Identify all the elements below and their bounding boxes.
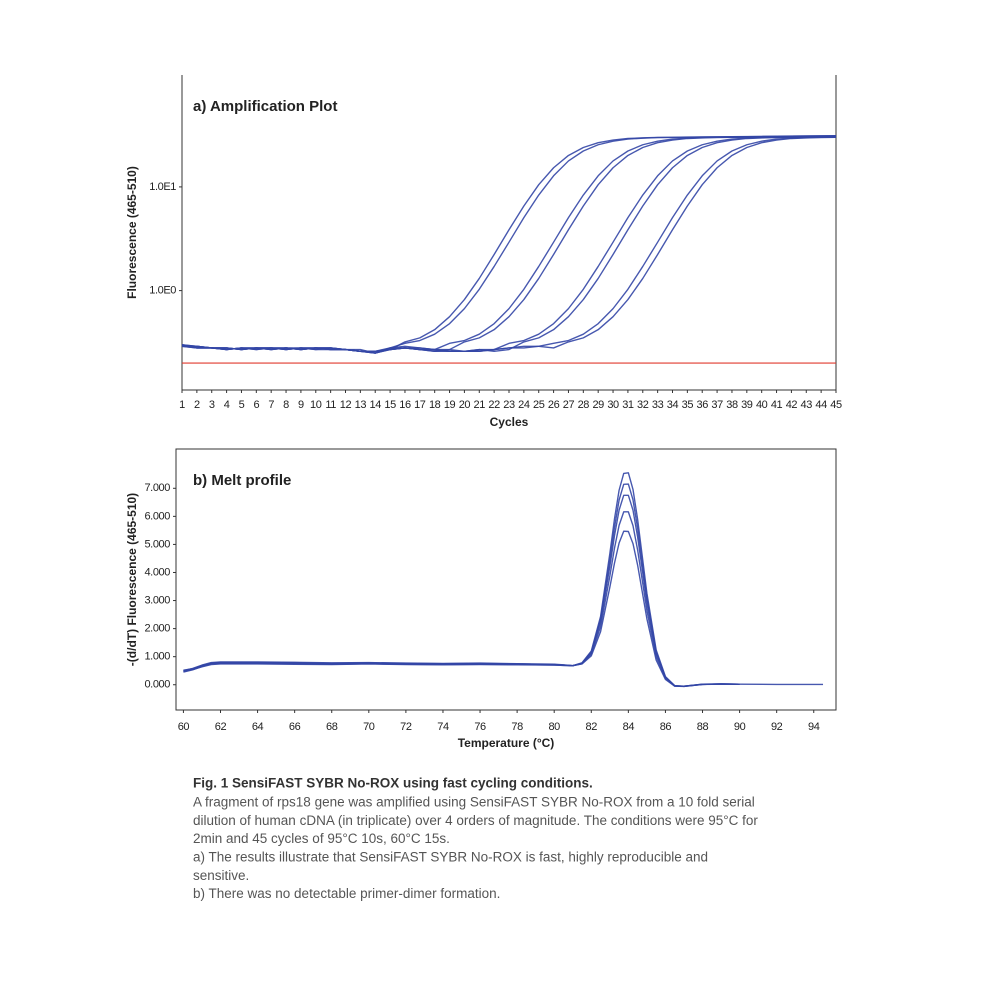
x-tick-label: 25 — [533, 399, 545, 411]
x-tick-label: 68 — [326, 721, 338, 733]
x-tick-label: 35 — [682, 399, 694, 411]
x-tick-label: 16 — [399, 399, 411, 411]
curve — [181, 135, 837, 354]
x-tick-label: 90 — [734, 721, 746, 733]
x-tick-label: 60 — [178, 721, 190, 733]
curve — [181, 134, 837, 354]
x-tick-label: 80 — [548, 721, 560, 733]
x-tick-label: 5 — [239, 399, 245, 411]
x-tick-label: 20 — [459, 399, 471, 411]
caption-line: a) The results illustrate that SensiFAST… — [193, 849, 708, 864]
x-tick-label: 78 — [511, 721, 523, 733]
x-tick-label: 86 — [660, 721, 672, 733]
x-tick-label: 32 — [637, 399, 649, 411]
x-tick-label: 3 — [209, 399, 215, 411]
x-tick-label: 82 — [586, 721, 598, 733]
x-tick-label: 84 — [623, 721, 635, 733]
curve — [181, 135, 837, 352]
x-tick-label: 94 — [808, 721, 820, 733]
curve — [183, 494, 824, 687]
y-tick-label: 1.0E1 — [149, 181, 176, 193]
y-axis-title: Fluorescence (465-510) — [125, 166, 139, 299]
x-tick-label: 22 — [488, 399, 500, 411]
x-tick-label: 39 — [741, 399, 753, 411]
x-axis-title: Cycles — [490, 415, 529, 429]
x-tick-label: 88 — [697, 721, 709, 733]
curve — [182, 135, 837, 352]
x-tick-label: 17 — [414, 399, 426, 411]
x-tick-label: 43 — [801, 399, 813, 411]
x-tick-label: 12 — [340, 399, 352, 411]
y-tick-label: 4.000 — [144, 566, 170, 578]
x-tick-label: 18 — [429, 399, 441, 411]
x-tick-label: 40 — [756, 399, 768, 411]
x-tick-label: 66 — [289, 721, 301, 733]
x-tick-label: 15 — [384, 399, 396, 411]
x-tick-label: 24 — [518, 399, 530, 411]
curve — [182, 136, 837, 352]
x-tick-label: 74 — [437, 721, 449, 733]
y-tick-label: 1.000 — [144, 651, 170, 663]
x-tick-label: 19 — [444, 399, 456, 411]
x-tick-label: 70 — [363, 721, 375, 733]
caption-line: A fragment of rps18 gene was amplified u… — [193, 795, 755, 810]
x-tick-label: 11 — [325, 399, 336, 411]
x-tick-label: 72 — [400, 721, 412, 733]
x-tick-label: 34 — [667, 399, 679, 411]
x-tick-label: 92 — [771, 721, 783, 733]
x-tick-label: 4 — [224, 399, 230, 411]
curve — [181, 136, 837, 354]
y-tick-label: 6.000 — [144, 510, 170, 522]
x-tick-label: 7 — [268, 399, 274, 411]
x-tick-label: 42 — [786, 399, 798, 411]
x-tick-label: 76 — [474, 721, 486, 733]
x-tick-label: 36 — [697, 399, 709, 411]
x-tick-label: 64 — [252, 721, 264, 733]
x-tick-label: 1 — [179, 399, 185, 411]
panel-title: a) Amplification Plot — [193, 98, 337, 115]
curve — [181, 136, 837, 354]
y-tick-label: 1.0E0 — [149, 285, 176, 297]
curve — [183, 530, 740, 688]
x-tick-label: 41 — [771, 399, 783, 411]
y-tick-label: 3.000 — [144, 594, 170, 606]
caption-line: b) There was no detectable primer-dimer … — [193, 886, 500, 901]
x-tick-label: 21 — [474, 399, 486, 411]
x-tick-label: 31 — [622, 399, 634, 411]
y-tick-label: 7.000 — [144, 482, 170, 494]
x-tick-label: 45 — [830, 399, 842, 411]
caption-title: Fig. 1 SensiFAST SYBR No-ROX using fast … — [193, 776, 593, 791]
x-tick-label: 44 — [815, 399, 827, 411]
caption-line: 2min and 45 cycles of 95°C 10s, 60°C 15s… — [193, 831, 450, 846]
caption-line: sensitive. — [193, 868, 249, 883]
x-tick-label: 8 — [283, 399, 289, 411]
y-axis-title: -(d/dT) Fluorescence (465-510) — [125, 493, 139, 666]
x-tick-label: 27 — [563, 399, 575, 411]
y-tick-label: 5.000 — [144, 538, 170, 550]
x-tick-label: 29 — [592, 399, 604, 411]
x-tick-label: 38 — [726, 399, 738, 411]
y-tick-label: 2.000 — [144, 623, 170, 635]
x-tick-label: 14 — [370, 399, 382, 411]
x-tick-label: 2 — [194, 399, 200, 411]
x-tick-label: 37 — [711, 399, 723, 411]
x-axis-title: Temperature (°C) — [458, 736, 555, 750]
x-tick-label: 10 — [310, 399, 322, 411]
plot-frame — [175, 448, 837, 711]
x-tick-label: 13 — [355, 399, 367, 411]
x-tick-label: 30 — [607, 399, 619, 411]
x-tick-label: 62 — [215, 721, 227, 733]
x-tick-label: 9 — [298, 399, 304, 411]
x-tick-label: 6 — [253, 399, 259, 411]
panel-title: b) Melt profile — [193, 472, 291, 489]
x-tick-label: 28 — [578, 399, 590, 411]
curve — [181, 136, 837, 352]
x-tick-label: 23 — [503, 399, 515, 411]
y-tick-label: 0.000 — [144, 679, 170, 691]
x-tick-label: 26 — [548, 399, 560, 411]
caption-line: dilution of human cDNA (in triplicate) o… — [193, 813, 758, 828]
x-tick-label: 33 — [652, 399, 664, 411]
